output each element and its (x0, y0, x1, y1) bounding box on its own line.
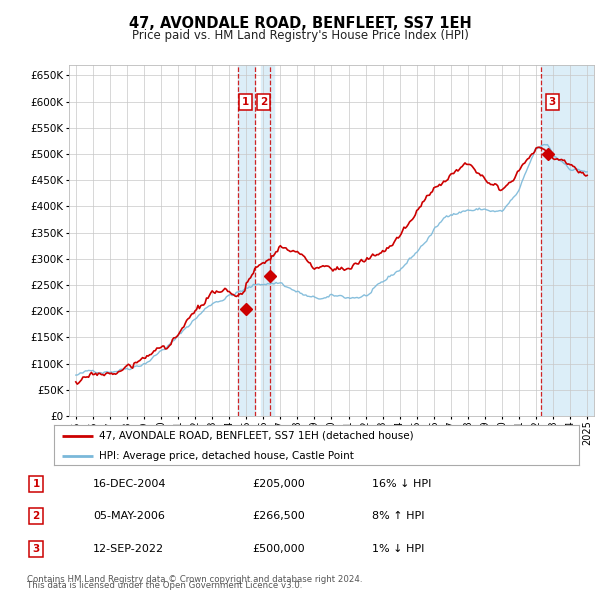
Text: 3: 3 (548, 97, 556, 107)
Bar (238, 65, 255, 416)
Bar (541, 65, 594, 416)
Text: 05-MAY-2006: 05-MAY-2006 (93, 512, 165, 521)
Text: 1: 1 (242, 97, 249, 107)
Text: Contains HM Land Registry data © Crown copyright and database right 2024.: Contains HM Land Registry data © Crown c… (27, 575, 362, 584)
Text: Price paid vs. HM Land Registry's House Price Index (HPI): Price paid vs. HM Land Registry's House … (131, 29, 469, 42)
Text: £205,000: £205,000 (252, 479, 305, 489)
Text: £500,000: £500,000 (252, 544, 305, 553)
Bar (261, 65, 274, 416)
Text: 2: 2 (32, 512, 40, 521)
Text: 47, AVONDALE ROAD, BENFLEET, SS7 1EH (detached house): 47, AVONDALE ROAD, BENFLEET, SS7 1EH (de… (98, 431, 413, 441)
Text: 1: 1 (32, 479, 40, 489)
Text: 16-DEC-2004: 16-DEC-2004 (93, 479, 167, 489)
Text: 12-SEP-2022: 12-SEP-2022 (93, 544, 164, 553)
Text: 3: 3 (32, 544, 40, 553)
Text: HPI: Average price, detached house, Castle Point: HPI: Average price, detached house, Cast… (98, 451, 353, 461)
Text: 16% ↓ HPI: 16% ↓ HPI (372, 479, 431, 489)
Text: 1% ↓ HPI: 1% ↓ HPI (372, 544, 424, 553)
Text: 8% ↑ HPI: 8% ↑ HPI (372, 512, 425, 521)
Text: 2: 2 (260, 97, 267, 107)
Text: £266,500: £266,500 (252, 512, 305, 521)
Text: This data is licensed under the Open Government Licence v3.0.: This data is licensed under the Open Gov… (27, 581, 302, 590)
Text: 47, AVONDALE ROAD, BENFLEET, SS7 1EH: 47, AVONDALE ROAD, BENFLEET, SS7 1EH (128, 16, 472, 31)
